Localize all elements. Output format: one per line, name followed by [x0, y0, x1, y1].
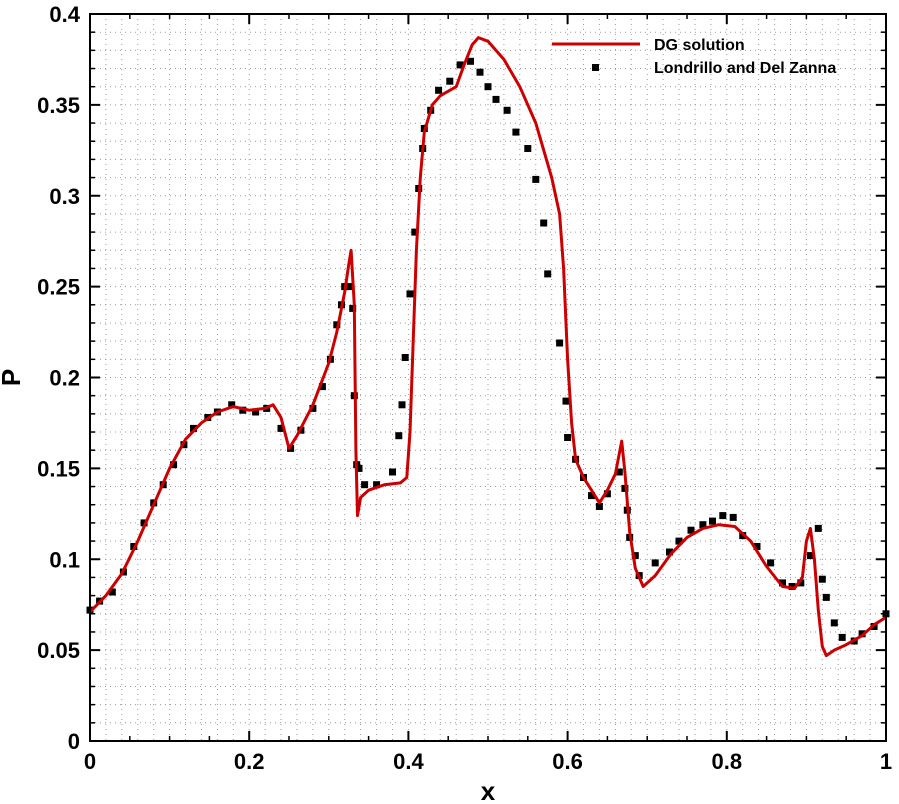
- y-tick-label: 0.1: [49, 547, 80, 572]
- reference-data-point: [779, 579, 786, 587]
- reference-data-point: [190, 424, 197, 432]
- reference-data-point: [651, 559, 659, 567]
- reference-data-point: [503, 106, 511, 114]
- reference-data-point: [699, 521, 707, 529]
- reference-data-point: [838, 633, 846, 641]
- reference-data-point: [446, 77, 454, 85]
- reference-data-point: [666, 548, 673, 556]
- reference-data-point: [318, 383, 326, 391]
- reference-data-point: [540, 219, 548, 227]
- reference-data-point: [524, 145, 532, 152]
- y-tick-label: 0.4: [49, 2, 80, 27]
- x-tick-label: 0: [84, 749, 96, 774]
- reference-data-point: [753, 543, 761, 550]
- reference-data-point: [170, 461, 178, 469]
- reference-data-point: [277, 424, 285, 432]
- reference-data-point: [767, 559, 775, 567]
- reference-data-point: [719, 512, 727, 520]
- reference-data-point: [349, 304, 357, 312]
- reference-data-point: [140, 519, 148, 527]
- reference-data-point: [395, 432, 403, 440]
- reference-data-point: [822, 593, 830, 601]
- reference-data-point: [687, 526, 695, 534]
- reference-data-point: [814, 524, 822, 532]
- reference-data-point: [830, 619, 838, 627]
- x-tick-label: 0.6: [552, 749, 583, 774]
- y-tick-label: 0.05: [37, 638, 80, 663]
- reference-data-point: [492, 95, 500, 103]
- y-tick-label: 0.15: [37, 456, 80, 481]
- y-tick-label: 0.2: [49, 366, 80, 391]
- reference-data-point: [389, 468, 396, 476]
- reference-data-point: [309, 404, 317, 412]
- reference-data-point: [595, 503, 603, 510]
- dg-solution-line: [88, 36, 887, 658]
- reference-data-point: [401, 354, 409, 361]
- reference-data-point: [373, 481, 381, 489]
- y-tick-label: 0: [68, 729, 80, 754]
- reference-data-point: [512, 128, 520, 136]
- reference-data-point: [476, 68, 484, 76]
- x-tick-label: 0.4: [393, 749, 424, 774]
- tick-labels: 0 0.2 0.4 0.6 0.8 1 0 0.05 0.1 0.15 0.2 0.25 0.3 0.35…: [37, 2, 892, 774]
- y-axis-title: P: [0, 369, 26, 386]
- reference-data-point: [456, 61, 464, 69]
- reference-data-point: [435, 86, 443, 94]
- legend-marker-swatch: [592, 64, 599, 71]
- reference-data-point: [484, 83, 492, 91]
- reference-data-point: [398, 401, 406, 409]
- reference-data-point: [806, 552, 814, 560]
- legend-label-dg: DG solution: [654, 37, 745, 54]
- reference-data-point: [406, 290, 414, 298]
- y-tick-label: 0.35: [37, 93, 80, 118]
- reference-data-point: [603, 490, 611, 498]
- reference-data-point: [797, 579, 805, 587]
- reference-data-point: [675, 537, 683, 545]
- x-tick-label: 1: [880, 749, 892, 774]
- y-tick-label: 0.3: [49, 184, 80, 209]
- reference-data-point: [818, 575, 826, 583]
- x-tick-label: 0.8: [712, 749, 743, 774]
- x-axis-title: x: [481, 776, 496, 804]
- reference-data-point: [564, 434, 572, 441]
- reference-data-point: [615, 468, 623, 476]
- reference-data-point: [411, 228, 419, 236]
- reference-data-point: [228, 401, 236, 409]
- plot-frame: [89, 13, 887, 742]
- x-tick-label: 0.2: [234, 749, 265, 774]
- reference-data-point: [588, 492, 595, 500]
- reference-data-point: [729, 513, 737, 521]
- reference-data-point: [361, 481, 369, 489]
- reference-data-point: [252, 408, 260, 416]
- reference-data-point: [108, 588, 116, 596]
- reference-data-point: [355, 464, 363, 472]
- y-tick-label: 0.25: [37, 275, 80, 300]
- reference-data-point: [631, 552, 639, 560]
- reference-data-point: [556, 339, 564, 347]
- reference-data-point: [544, 270, 552, 278]
- reference-data-point: [346, 283, 353, 291]
- reference-data-point: [532, 175, 540, 183]
- legend-label-reference: Londrillo and Del Zanna: [654, 60, 836, 77]
- legend: DG solution Londrillo and Del Zanna: [552, 37, 836, 77]
- reference-data-point: [709, 517, 716, 525]
- reference-data-point: [467, 57, 474, 65]
- reference-data-point: [562, 397, 570, 405]
- series-layer: [86, 36, 890, 658]
